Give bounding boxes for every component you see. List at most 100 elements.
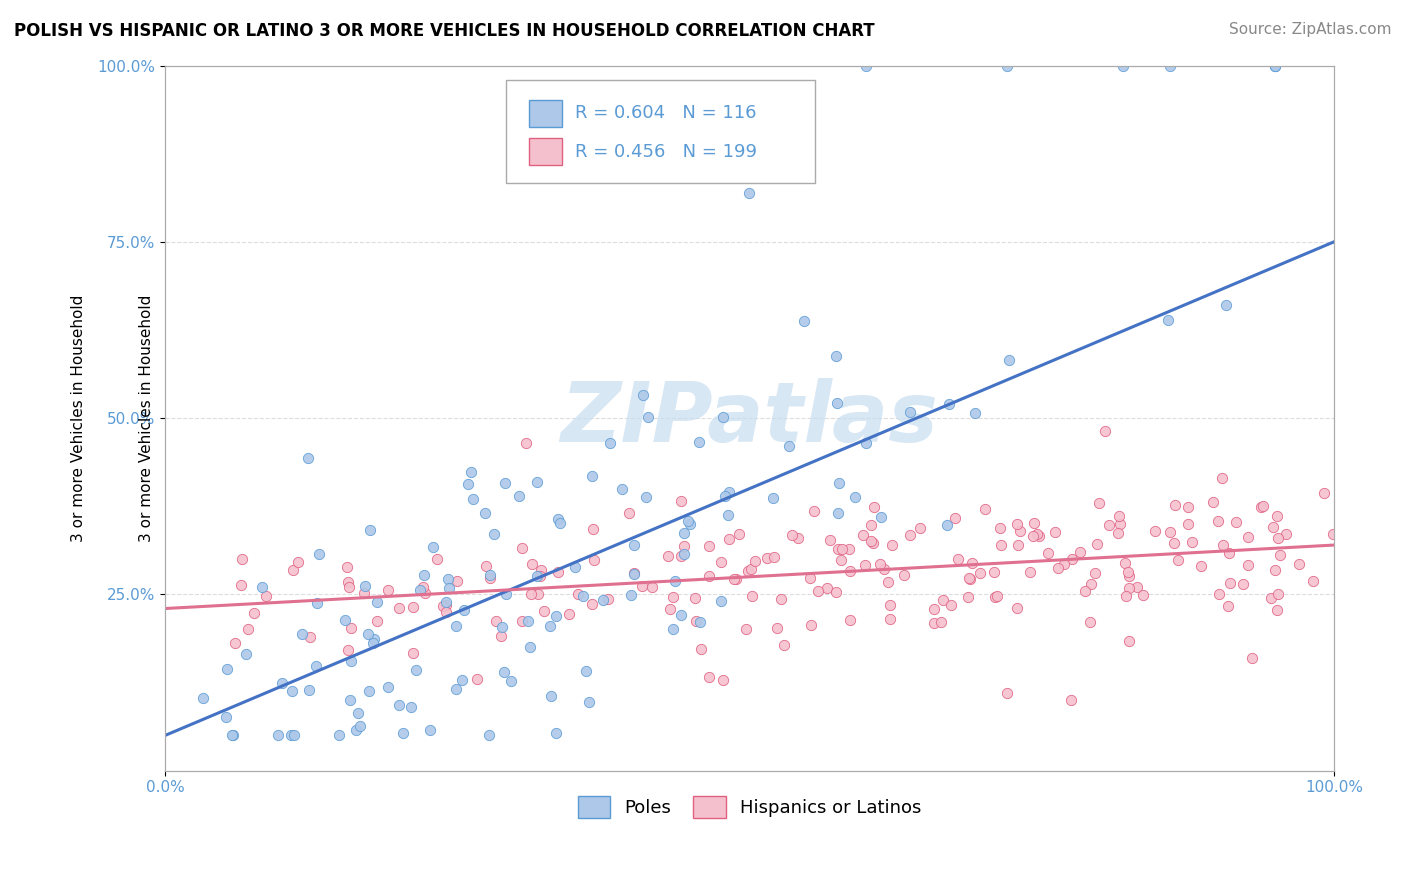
Point [1085, 537, 1108, 551]
Point [679, 516, 702, 531]
Point [1078, 615, 1101, 630]
Point [1060, 552, 1083, 566]
Point [1108, 517, 1130, 532]
Point [336, 643, 359, 657]
Point [831, 541, 853, 556]
Point [1010, 524, 1032, 539]
Point [1212, 539, 1234, 553]
Point [1080, 577, 1102, 591]
Point [659, 602, 682, 616]
Point [1114, 556, 1136, 570]
Point [634, 490, 657, 504]
Point [1118, 581, 1140, 595]
Point [711, 409, 734, 424]
Point [1264, 59, 1286, 73]
Point [673, 539, 696, 553]
Point [337, 575, 360, 590]
Point [956, 590, 979, 604]
Point [1313, 485, 1336, 500]
Point [1118, 569, 1140, 583]
Point [786, 532, 808, 546]
Point [361, 636, 384, 650]
Point [815, 581, 838, 595]
Point [657, 549, 679, 564]
Point [363, 632, 385, 647]
Point [778, 439, 800, 453]
Point [803, 504, 825, 518]
Point [575, 664, 598, 678]
Point [252, 580, 274, 594]
Point [799, 571, 821, 585]
Point [1211, 471, 1233, 485]
Point [592, 592, 614, 607]
Point [641, 580, 664, 594]
Point [465, 672, 488, 686]
Point [959, 572, 981, 586]
Point [413, 568, 436, 582]
Point [238, 623, 260, 637]
Point [1288, 557, 1310, 571]
Point [1225, 515, 1247, 529]
Point [1028, 529, 1050, 543]
Point [353, 586, 375, 600]
Point [267, 728, 290, 742]
Point [222, 728, 245, 742]
Point [1018, 565, 1040, 579]
Point [1047, 561, 1070, 575]
Point [399, 699, 422, 714]
Point [484, 527, 506, 541]
Point [1177, 516, 1199, 531]
Point [520, 557, 543, 571]
Point [526, 475, 548, 489]
Point [986, 589, 1008, 603]
Point [1112, 59, 1135, 73]
Point [281, 684, 304, 698]
Point [340, 621, 363, 635]
Y-axis label: 3 or more Vehicles in Household: 3 or more Vehicles in Household [72, 294, 86, 541]
Point [540, 690, 562, 704]
Point [1237, 558, 1260, 572]
Point [984, 590, 1007, 604]
Point [689, 615, 711, 629]
Point [1005, 516, 1028, 531]
Point [879, 612, 901, 626]
Point [1144, 524, 1167, 538]
Point [446, 574, 468, 588]
Point [631, 388, 654, 402]
Point [564, 559, 586, 574]
Point [876, 574, 898, 589]
Point [516, 615, 538, 629]
Point [825, 585, 848, 599]
Point [623, 566, 645, 581]
Point [297, 450, 319, 465]
Point [1215, 298, 1237, 312]
Point [354, 579, 377, 593]
Point [717, 532, 740, 546]
Point [336, 560, 359, 574]
Point [547, 512, 569, 526]
Point [1268, 548, 1291, 562]
Point [567, 587, 589, 601]
Point [673, 526, 696, 541]
Point [860, 533, 883, 548]
Text: POLISH VS HISPANIC OR LATINO 3 OR MORE VEHICLES IN HOUSEHOLD CORRELATION CHART: POLISH VS HISPANIC OR LATINO 3 OR MORE V… [14, 22, 875, 40]
Point [1236, 530, 1258, 544]
Point [527, 587, 550, 601]
Point [463, 492, 485, 507]
Point [460, 465, 482, 479]
Point [510, 614, 533, 628]
Point [1302, 574, 1324, 588]
Point [762, 491, 785, 506]
Point [828, 475, 851, 490]
Text: ZIPatlas: ZIPatlas [561, 377, 938, 458]
Text: R = 0.456   N = 199: R = 0.456 N = 199 [575, 143, 756, 161]
Point [485, 614, 508, 628]
Point [231, 578, 253, 592]
Point [855, 435, 877, 450]
Point [529, 563, 551, 577]
Point [1216, 599, 1239, 613]
Point [479, 567, 502, 582]
Point [405, 663, 427, 677]
Point [671, 493, 693, 508]
Point [1219, 576, 1241, 591]
